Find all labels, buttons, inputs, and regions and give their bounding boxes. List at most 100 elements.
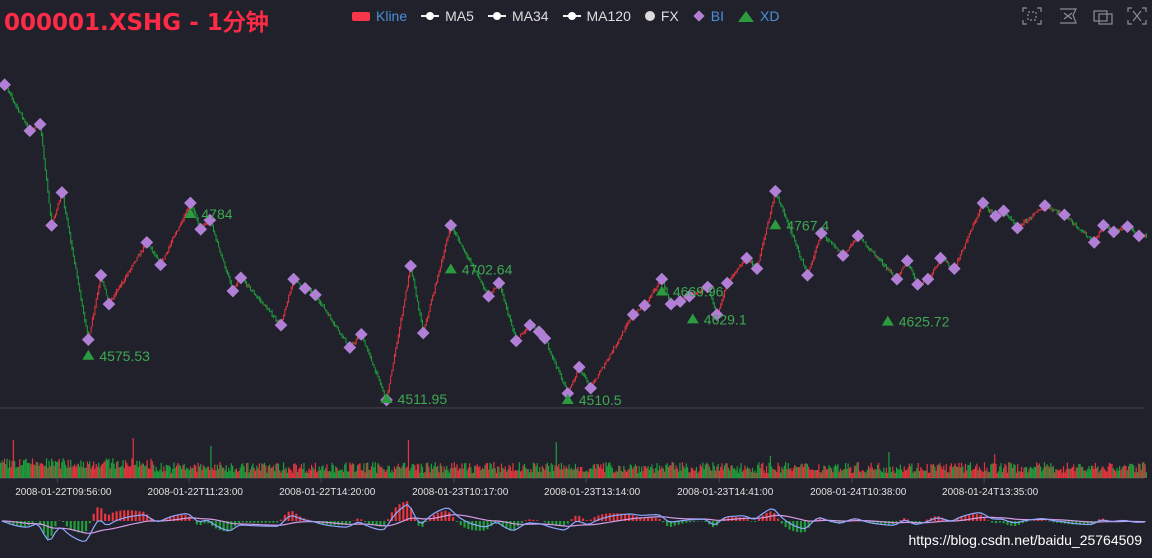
- bi-point[interactable]: [509, 334, 523, 348]
- bi-point[interactable]: [482, 289, 495, 303]
- legend-symbol-kline: [352, 11, 370, 21]
- x-tick-label: 2008-01-23T14:41:00: [677, 487, 774, 498]
- bi-point[interactable]: [416, 326, 430, 340]
- bi-point[interactable]: [801, 268, 814, 282]
- bi-point[interactable]: [287, 272, 300, 286]
- legend-label-fx: FX: [660, 8, 679, 24]
- bi-point[interactable]: [298, 282, 312, 295]
- bi-point[interactable]: [900, 254, 914, 268]
- bi-point[interactable]: [911, 278, 924, 291]
- legend-item-xd[interactable]: XD: [738, 8, 779, 24]
- bi-point[interactable]: [354, 327, 368, 341]
- xd-point[interactable]: [881, 315, 894, 326]
- axis-lines: [0, 407, 1144, 479]
- xd-label: 4625.72: [899, 314, 950, 330]
- bi-point[interactable]: [140, 236, 154, 249]
- xd-point[interactable]: [686, 313, 699, 324]
- xd-point[interactable]: [184, 208, 197, 218]
- legend-item-ma5[interactable]: MA5: [421, 8, 474, 24]
- bi-point[interactable]: [234, 271, 248, 285]
- bi-point[interactable]: [1087, 236, 1101, 249]
- legend-label-ma34: MA34: [511, 8, 549, 24]
- zoom-reset-icon[interactable]: [1058, 7, 1078, 25]
- legend-symbol-ma120: [562, 11, 581, 21]
- bi-point[interactable]: [655, 272, 669, 286]
- x-tick-label: 2008-01-23T10:17:00: [412, 487, 509, 498]
- x-tick-label: 2008-01-22T11:23:00: [148, 487, 244, 498]
- legend-symbol-xd: [738, 10, 754, 22]
- legend-item-ma120[interactable]: MA120: [562, 8, 631, 24]
- bi-point[interactable]: [404, 259, 417, 273]
- legend-item-ma34[interactable]: MA34: [487, 8, 549, 24]
- save-image-icon[interactable]: [1127, 7, 1147, 25]
- bi-point[interactable]: [836, 249, 850, 262]
- bi-point[interactable]: [444, 218, 458, 232]
- legend: Kline MA5 MA34 MA120 FX BI XD: [352, 8, 793, 24]
- bi-point[interactable]: [33, 117, 47, 131]
- chart-title: 000001.XSHG - 1分钟: [4, 10, 269, 36]
- x-tick-label: 2008-01-24T13:35:00: [942, 487, 1039, 498]
- bi-point[interactable]: [0, 78, 11, 92]
- bi-point[interactable]: [45, 218, 58, 232]
- bi-point[interactable]: [274, 318, 288, 332]
- macd-dif-line: [1, 503, 1146, 542]
- bi-point[interactable]: [947, 262, 961, 276]
- legend-symbol-bi: [693, 10, 705, 22]
- bi-point[interactable]: [194, 222, 208, 236]
- legend-label-kline: Kline: [376, 8, 408, 24]
- xd-label: 4510.5: [579, 392, 622, 408]
- legend-item-fx[interactable]: FX: [644, 8, 679, 24]
- xd-point[interactable]: [769, 219, 782, 230]
- legend-label-ma120: MA120: [586, 8, 631, 24]
- xd-label: 4767.4: [786, 217, 829, 233]
- legend-symbol-ma5: [421, 11, 440, 21]
- legend-item-bi[interactable]: BI: [693, 8, 724, 24]
- bi-point[interactable]: [226, 284, 240, 298]
- bi-point[interactable]: [55, 186, 69, 199]
- xd-point[interactable]: [82, 349, 95, 360]
- bi-point[interactable]: [154, 258, 167, 272]
- legend-label-bi: BI: [710, 8, 724, 24]
- bi-point[interactable]: [769, 184, 782, 198]
- bi-point[interactable]: [102, 297, 116, 311]
- x-tick-label: 2008-01-22T14:20:00: [279, 487, 376, 498]
- x-axis-ticks: 2008-01-22T09:56:00 2008-01-22T11:23:00 20…: [15, 478, 1039, 498]
- macd-series[interactable]: [0, 501, 1147, 542]
- bi-point[interactable]: [934, 251, 947, 265]
- xd-point[interactable]: [380, 393, 393, 404]
- legend-item-kline[interactable]: Kline: [352, 8, 407, 24]
- xd-point[interactable]: [561, 394, 574, 404]
- xd-label: 4784: [201, 206, 232, 222]
- xd-label: 4511.95: [398, 391, 448, 407]
- legend-label-xd: XD: [760, 8, 780, 24]
- legend-symbol-ma34: [487, 11, 506, 21]
- bi-point[interactable]: [492, 276, 506, 290]
- xd-label: 4702.64: [462, 261, 513, 277]
- bi-point[interactable]: [1097, 218, 1110, 232]
- x-tick-label: 2008-01-23T13:14:00: [544, 487, 641, 498]
- legend-label-ma5: MA5: [445, 8, 474, 24]
- bi-point[interactable]: [23, 124, 37, 138]
- volume-series[interactable]: [0, 438, 1147, 478]
- restore-icon[interactable]: [1093, 7, 1113, 25]
- bi-point[interactable]: [309, 288, 322, 302]
- xd-point[interactable]: [655, 285, 668, 296]
- kline-series[interactable]: [0, 82, 1147, 401]
- xd-label: 4629.1: [704, 311, 747, 327]
- xd-point[interactable]: [444, 263, 457, 274]
- bi-point[interactable]: [81, 333, 95, 346]
- legend-symbol-fx: [644, 11, 655, 21]
- bi-point[interactable]: [572, 360, 586, 374]
- bi-point[interactable]: [94, 268, 108, 282]
- bi-point[interactable]: [203, 213, 217, 227]
- zoom-icon[interactable]: [1022, 7, 1042, 25]
- x-tick-label: 2008-01-24T10:38:00: [810, 487, 907, 498]
- bi-point[interactable]: [664, 297, 678, 311]
- bi-point[interactable]: [184, 196, 197, 210]
- x-tick-label: 2008-01-22T09:56:00: [15, 487, 112, 498]
- bi-point[interactable]: [343, 341, 357, 354]
- xd-label: 4669.96: [673, 284, 724, 300]
- xd-series[interactable]: 4575.53 4784 4511.95 4702.64 4510.5 4669.96 46…: [82, 206, 950, 408]
- watermark-credit: https://blog.csdn.net/baidu_25764509: [908, 532, 1142, 548]
